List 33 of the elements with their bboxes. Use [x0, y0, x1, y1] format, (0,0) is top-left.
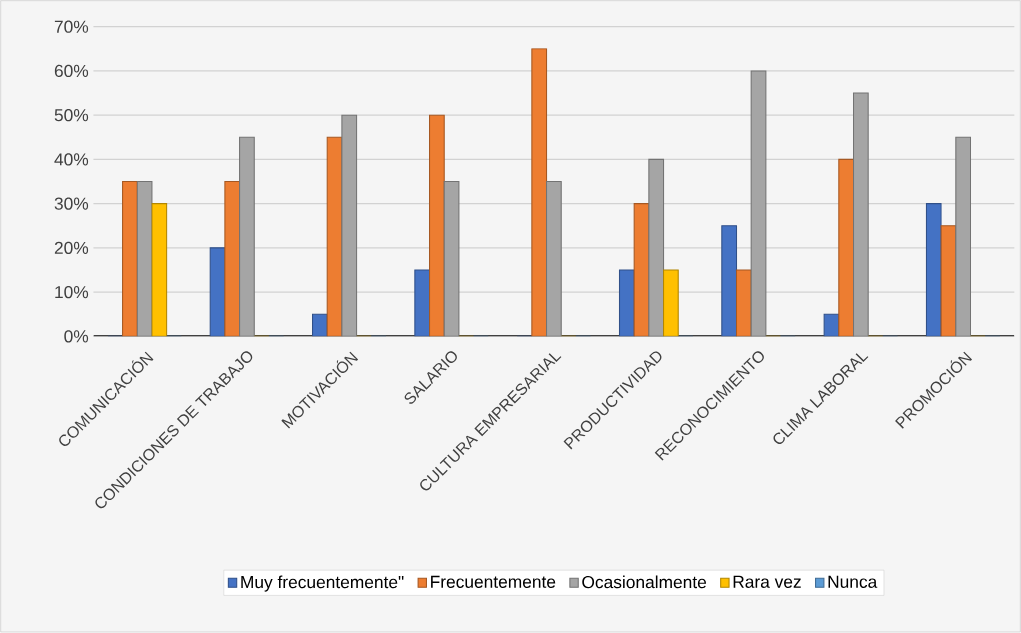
bar	[735, 269, 752, 337]
bar	[663, 269, 679, 337]
legend-label: Nunca	[828, 576, 878, 589]
y-tick-label: 30%	[54, 197, 89, 210]
y-tick-label: 60%	[54, 64, 89, 78]
y-tick-label: 40%	[54, 153, 89, 166]
bar	[136, 181, 153, 337]
bar	[224, 181, 241, 337]
bar	[852, 92, 869, 337]
legend-label: Ocasionalmente	[582, 575, 707, 589]
bar	[721, 225, 738, 337]
legend-label: Frecuentemente	[431, 576, 556, 589]
bar	[341, 114, 358, 337]
bar	[750, 70, 767, 337]
bar	[648, 159, 665, 337]
bar	[955, 136, 972, 337]
bar	[838, 159, 855, 337]
y-tick-label: 10%	[55, 286, 89, 299]
legend-label: Muy frecuentemente"	[241, 575, 404, 592]
bar	[239, 136, 255, 337]
bar	[311, 313, 328, 337]
bar	[940, 225, 957, 337]
bar	[531, 48, 548, 337]
bar	[443, 181, 460, 337]
y-tick-label: 20%	[54, 241, 89, 255]
y-tick-label: 0%	[64, 330, 89, 343]
bar	[122, 181, 138, 337]
y-tick-label: 50%	[54, 109, 89, 122]
legend-label: Rara vez	[733, 576, 801, 589]
bar	[618, 269, 635, 337]
y-tick-label: 70%	[54, 20, 89, 34]
bar	[429, 114, 445, 337]
bar	[546, 181, 562, 337]
